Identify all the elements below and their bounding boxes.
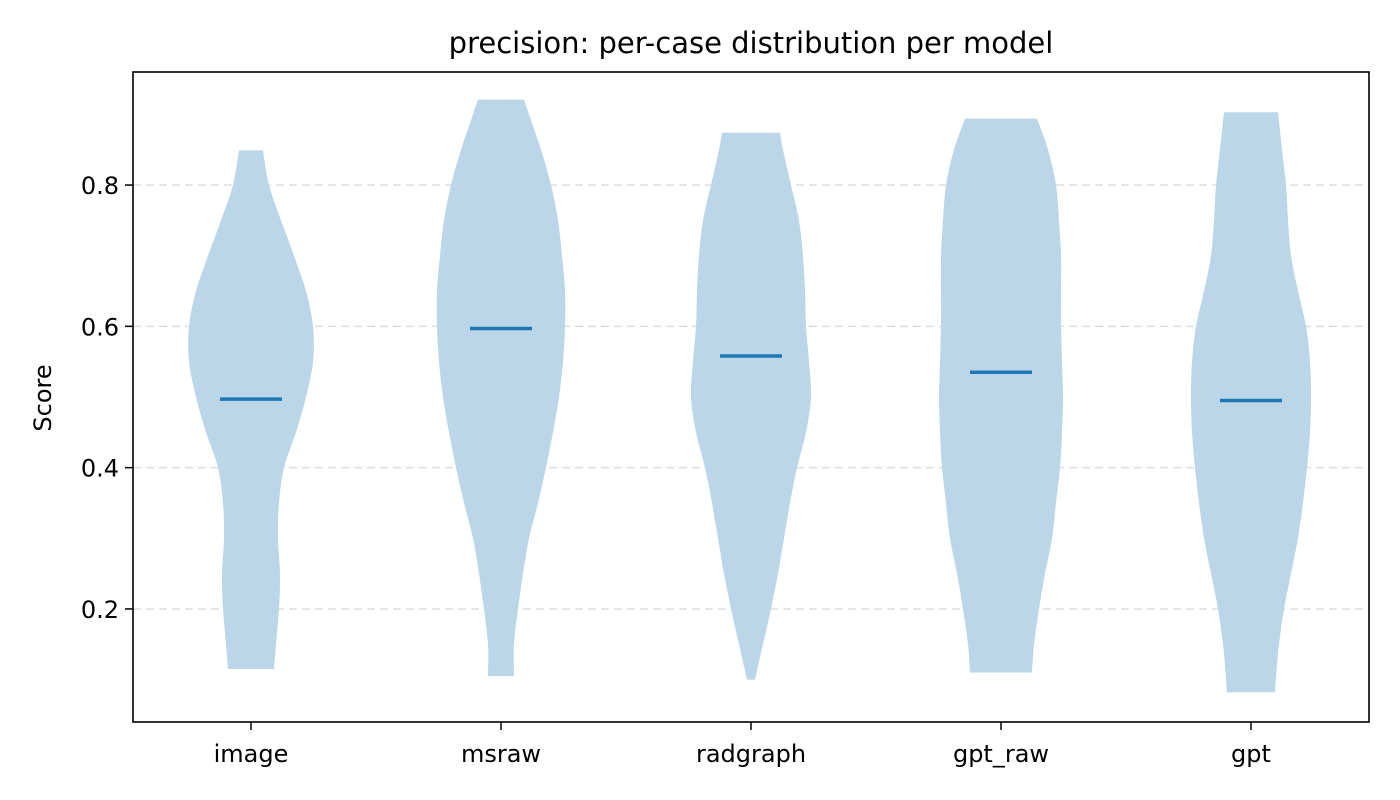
y-axis-ticks: 0.2 0.4 0.6 0.8 — [81, 172, 133, 624]
y-tick-label: 0.8 — [81, 172, 119, 200]
violin-msraw — [436, 99, 566, 677]
y-tick-label: 0.2 — [81, 596, 119, 624]
violin-radgraph — [690, 132, 812, 680]
x-tick-label: radgraph — [696, 740, 806, 768]
violin-image — [188, 150, 314, 669]
x-tick-label: gpt_raw — [953, 740, 1049, 768]
chart-title: precision: per-case distribution per mod… — [449, 26, 1054, 60]
y-tick-label: 0.6 — [81, 313, 119, 341]
x-tick-label: msraw — [461, 740, 541, 768]
violin-gpt — [1191, 112, 1311, 693]
y-tick-label: 0.4 — [81, 455, 119, 483]
x-axis-ticks: image msraw radgraph gpt_raw gpt — [214, 722, 1271, 768]
y-axis-label: Score — [29, 364, 57, 431]
violin-gpt_raw — [939, 118, 1063, 673]
violins — [188, 99, 1311, 693]
x-tick-label: image — [214, 740, 289, 768]
x-tick-label: gpt — [1231, 740, 1271, 768]
